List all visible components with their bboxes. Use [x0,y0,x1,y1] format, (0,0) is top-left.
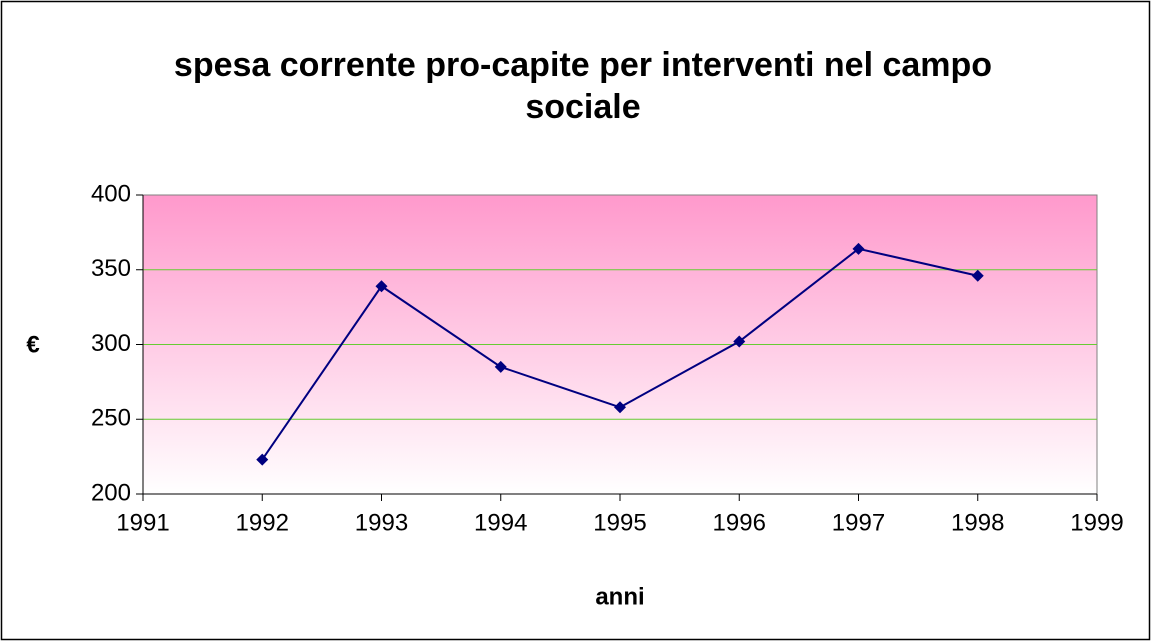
x-tick-label: 1992 [236,509,289,536]
x-tick-label: 1997 [832,509,885,536]
data-point [375,280,388,293]
x-tick-label: 1999 [1070,509,1123,536]
x-tick-label: 1994 [474,509,527,536]
data-point [852,242,865,255]
y-tick-label: 300 [91,330,131,357]
y-tick-label: 350 [91,255,131,282]
data-point [256,453,269,466]
x-tick-label: 1995 [593,509,646,536]
data-point [494,360,507,373]
data-point [614,401,626,414]
chart-title: spesa corrente pro-capite per interventi… [173,46,993,126]
y-tick-label: 200 [91,479,131,506]
x-tick-label: 1998 [951,509,1004,536]
y-tick-label: 400 [91,180,131,207]
y-axis-label: € [26,331,39,358]
x-tick-label: 1993 [355,509,408,536]
y-tick-label: 250 [91,405,131,432]
x-axis-label: anni [595,583,644,610]
x-tick-label: 1996 [713,509,766,536]
data-point [733,335,746,348]
data-point [971,269,984,282]
x-tick-label: 1991 [116,509,169,536]
